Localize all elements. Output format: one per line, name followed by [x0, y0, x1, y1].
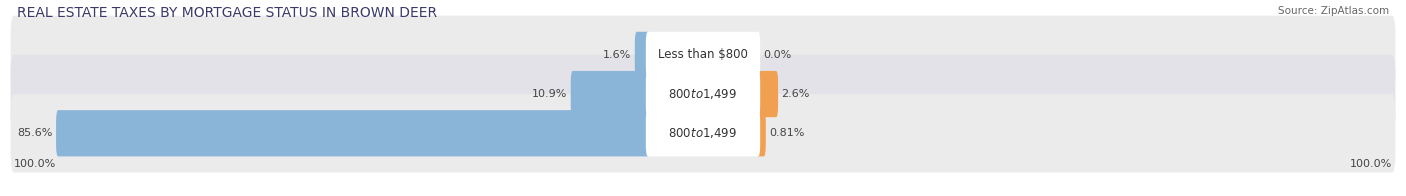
- FancyBboxPatch shape: [11, 55, 1395, 133]
- Text: REAL ESTATE TAXES BY MORTGAGE STATUS IN BROWN DEER: REAL ESTATE TAXES BY MORTGAGE STATUS IN …: [17, 6, 437, 20]
- FancyBboxPatch shape: [645, 32, 761, 78]
- Text: 0.81%: 0.81%: [769, 128, 804, 138]
- Text: 100.0%: 100.0%: [14, 159, 56, 169]
- FancyBboxPatch shape: [645, 110, 761, 156]
- FancyBboxPatch shape: [571, 71, 650, 117]
- Text: 0.0%: 0.0%: [763, 50, 792, 60]
- FancyBboxPatch shape: [11, 94, 1395, 172]
- FancyBboxPatch shape: [11, 16, 1395, 94]
- Text: 2.6%: 2.6%: [782, 89, 810, 99]
- Text: 100.0%: 100.0%: [1350, 159, 1392, 169]
- FancyBboxPatch shape: [645, 71, 761, 117]
- Text: 1.6%: 1.6%: [603, 50, 631, 60]
- FancyBboxPatch shape: [756, 110, 766, 156]
- Text: Source: ZipAtlas.com: Source: ZipAtlas.com: [1278, 6, 1389, 16]
- FancyBboxPatch shape: [756, 71, 778, 117]
- FancyBboxPatch shape: [634, 32, 650, 78]
- FancyBboxPatch shape: [56, 110, 650, 156]
- Text: 85.6%: 85.6%: [17, 128, 52, 138]
- Text: $800 to $1,499: $800 to $1,499: [668, 126, 738, 140]
- Text: Less than $800: Less than $800: [658, 48, 748, 61]
- Text: 10.9%: 10.9%: [531, 89, 567, 99]
- Text: $800 to $1,499: $800 to $1,499: [668, 87, 738, 101]
